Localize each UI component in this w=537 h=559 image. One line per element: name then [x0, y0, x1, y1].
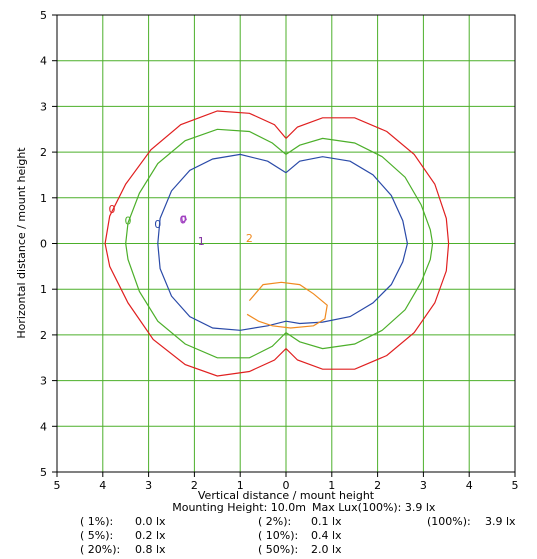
legend-val-4: 0.2 lx: [135, 529, 166, 542]
x-tick-label: 4: [466, 479, 473, 492]
legend-val-2: 0.1 lx: [311, 515, 342, 528]
y-tick-label: 1: [40, 283, 47, 296]
y-tick-label: 2: [40, 329, 47, 342]
y-tick-labels: 5 4 3 2 1 0 1 2 3 4 5: [40, 9, 47, 479]
legend-pct-7: ( 50%):: [258, 543, 298, 556]
x-tick-label: 5: [54, 479, 61, 492]
x-tick-label: 1: [237, 479, 244, 492]
x-tick-label: 2: [191, 479, 198, 492]
legend-val-3: 3.9 lx: [485, 515, 516, 528]
contour-line-3: [181, 215, 187, 224]
y-tick-label: 1: [40, 192, 47, 205]
x-axis-label: Vertical distance / mount height: [198, 489, 375, 502]
legend-pct-3: (100%):: [427, 515, 471, 528]
contour-label-3: 0: [179, 214, 186, 227]
x-tick-label: 3: [145, 479, 152, 492]
y-axis-label: Horizontal distance / mount height: [15, 147, 28, 339]
y-tick-label: 5: [40, 466, 47, 479]
contour-label-2: 0: [154, 218, 161, 231]
legend-pct-6: ( 20%):: [80, 543, 120, 556]
contour-line-2: [157, 153, 409, 331]
y-tick-label: 2: [40, 146, 47, 159]
x-tick-label: 3: [420, 479, 427, 492]
y-tick-label: 4: [40, 55, 47, 68]
contour-label-1: 0: [124, 215, 131, 228]
mounting-height-text: Mounting Height: 10.0m: [172, 501, 306, 514]
legend-pct-1: ( 1%):: [80, 515, 113, 528]
grid-lines: [57, 15, 515, 472]
x-tick-label: 4: [99, 479, 106, 492]
y-tick-label: 5: [40, 9, 47, 22]
contour-label-0: 0: [108, 203, 115, 216]
contour-line-1: [125, 128, 434, 359]
legend-pct-5: ( 10%):: [258, 529, 298, 542]
x-tick-label: 2: [374, 479, 381, 492]
contour-line-0: [104, 110, 450, 377]
x-tick-labels: 5 4 3 2 1 0 1 2 3 4 5: [54, 479, 519, 492]
contour-line-5: [246, 281, 328, 329]
legend-pct-2: ( 2%):: [258, 515, 291, 528]
contour-labels: 00 0 01 2: [108, 203, 252, 248]
legend-val-5: 0.4 lx: [311, 529, 342, 542]
legend-val-6: 0.8 lx: [135, 543, 166, 556]
contour-lines: [104, 110, 450, 377]
y-tick-label: 4: [40, 420, 47, 433]
contour-label-5: 2: [246, 232, 253, 245]
x-tick-label: 1: [328, 479, 335, 492]
x-tick-label: 0: [283, 479, 290, 492]
tick-marks: [52, 14, 516, 477]
x-tick-label: 5: [512, 479, 519, 492]
y-tick-label: 0: [40, 238, 47, 251]
max-lux-text: Max Lux(100%): 3.9 lx: [312, 501, 436, 514]
contour-label-4: 1: [198, 235, 205, 248]
legend-table: ( 1%): 0.0 lx ( 2%): 0.1 lx (100%): 3.9 …: [80, 515, 516, 556]
legend-pct-4: ( 5%):: [80, 529, 113, 542]
y-tick-label: 3: [40, 375, 47, 388]
y-tick-label: 3: [40, 100, 47, 113]
legend-val-7: 2.0 lx: [311, 543, 342, 556]
legend-val-1: 0.0 lx: [135, 515, 166, 528]
